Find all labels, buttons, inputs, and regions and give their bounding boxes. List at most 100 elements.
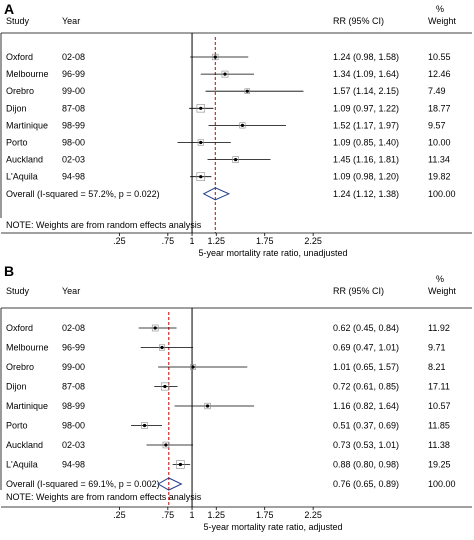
study-weight-box [176, 460, 185, 469]
panel-label: B [4, 263, 14, 279]
study-name: Auckland [6, 440, 43, 450]
study-weight-box [239, 122, 246, 129]
study-point [142, 423, 147, 428]
forest-panel-b: B Study Year RR (95% CI)% Weight Oxford 02-08 0… [0, 263, 472, 532]
study-name: Oxford [6, 52, 33, 62]
study-point [234, 158, 238, 162]
study-weight: 11.38 [428, 440, 450, 450]
x-tick-label: 1.25 [208, 236, 226, 246]
study-name: Melbourne [6, 343, 49, 353]
header-study: Study [6, 286, 30, 296]
study-year: 96-99 [62, 343, 85, 353]
x-tick-label: 2.25 [304, 236, 322, 246]
study-weight-box [204, 402, 211, 410]
study-name: Dijon [6, 382, 27, 392]
x-tick-label: .25 [113, 510, 126, 520]
study-rr-ci: 0.72 (0.61, 0.85) [333, 382, 399, 392]
study-point [163, 384, 167, 389]
x-tick-label: 1.75 [256, 510, 274, 520]
study-weight-box [151, 324, 159, 332]
x-tick-label: 1.25 [208, 510, 226, 520]
overall-rr-ci: 1.24 (1.12, 1.38) [333, 189, 399, 199]
study-weight: 10.57 [428, 401, 451, 411]
study-name: Orebro [6, 86, 34, 96]
header-study: Study [6, 16, 30, 26]
study-year: 98-99 [62, 120, 85, 130]
study-weight-box [196, 172, 206, 181]
study-year: 02-03 [62, 440, 85, 450]
study-rr-ci: 1.52 (1.17, 1.97) [333, 120, 399, 130]
study-weight-box [212, 53, 219, 61]
study-year: 87-08 [62, 382, 85, 392]
study-name: Porto [6, 421, 28, 431]
x-tick-label: .25 [113, 236, 126, 246]
study-name: Melbourne [6, 69, 49, 79]
study-weight: 9.57 [428, 120, 446, 130]
x-axis-label: 5-year mortality rate ratio, unadjusted [198, 248, 347, 258]
header-rr: RR (95% CI) [333, 286, 384, 296]
study-weight: 10.00 [428, 138, 451, 148]
weights-note: NOTE: Weights are from random effects an… [6, 220, 202, 230]
study-weight-box [196, 104, 205, 113]
study-weight: 8.21 [428, 362, 446, 372]
study-name: Porto [6, 138, 28, 148]
study-point [178, 462, 183, 467]
x-tick-label: .75 [162, 236, 175, 246]
study-weight: 19.25 [428, 460, 451, 470]
study-weight: 18.77 [428, 103, 451, 113]
study-name: Oxford [6, 323, 33, 333]
x-tick-label: 1 [190, 236, 195, 246]
overall-rr-ci: 0.76 (0.65, 0.89) [333, 479, 399, 489]
overall-diamond [157, 477, 183, 491]
study-rr-ci: 0.88 (0.80, 0.98) [333, 460, 399, 470]
study-point [205, 404, 210, 408]
study-name: Dijon [6, 103, 27, 113]
study-weight: 17.11 [428, 382, 450, 392]
study-weight-box [197, 139, 204, 146]
study-year: 02-08 [62, 52, 85, 62]
study-weight: 9.71 [428, 343, 446, 353]
study-weight-box [190, 364, 196, 370]
study-year: 94-98 [62, 172, 85, 182]
study-year: 99-00 [62, 362, 85, 372]
study-rr-ci: 0.62 (0.45, 0.84) [333, 323, 399, 333]
study-rr-ci: 0.73 (0.53, 1.01) [333, 440, 399, 450]
study-name: Orebro [6, 362, 34, 372]
overall-label: Overall (I-squared = 57.2%, p = 0.022) [6, 189, 160, 199]
header-weight: Weight [428, 16, 456, 26]
study-point [160, 345, 164, 350]
study-rr-ci: 1.09 (0.98, 1.20) [333, 172, 399, 182]
x-tick-label: .75 [162, 510, 175, 520]
study-rr-ci: 1.01 (0.65, 1.57) [333, 362, 399, 372]
study-weight: 11.34 [428, 155, 450, 165]
study-rr-ci: 1.24 (0.98, 1.58) [333, 52, 399, 62]
study-point [223, 72, 227, 76]
study-weight: 11.85 [428, 421, 450, 431]
study-year: 02-08 [62, 323, 85, 333]
study-year: 99-00 [62, 86, 85, 96]
x-axis-label: 5-year mortality rate ratio, adjusted [203, 522, 342, 532]
study-year: 02-03 [62, 155, 85, 165]
header-weight-pct: % [436, 274, 444, 284]
study-year: 94-98 [62, 460, 85, 470]
study-weight: 19.82 [428, 172, 451, 182]
study-name: L'Aquila [6, 460, 38, 470]
study-weight: 7.49 [428, 86, 446, 96]
study-point [240, 123, 245, 127]
study-point [199, 106, 203, 110]
study-name: L'Aquila [6, 172, 38, 182]
study-point [213, 55, 217, 59]
study-name: Martinique [6, 401, 48, 411]
study-name: Martinique [6, 120, 48, 130]
header-year: Year [62, 286, 80, 296]
study-weight-box [232, 156, 239, 163]
study-rr-ci: 0.51 (0.37, 0.69) [333, 421, 399, 431]
study-weight-box [141, 422, 148, 429]
study-point [164, 443, 168, 447]
study-point [199, 175, 203, 179]
x-tick-label: 1 [190, 510, 195, 520]
study-weight: 10.55 [428, 52, 451, 62]
study-year: 98-00 [62, 138, 85, 148]
